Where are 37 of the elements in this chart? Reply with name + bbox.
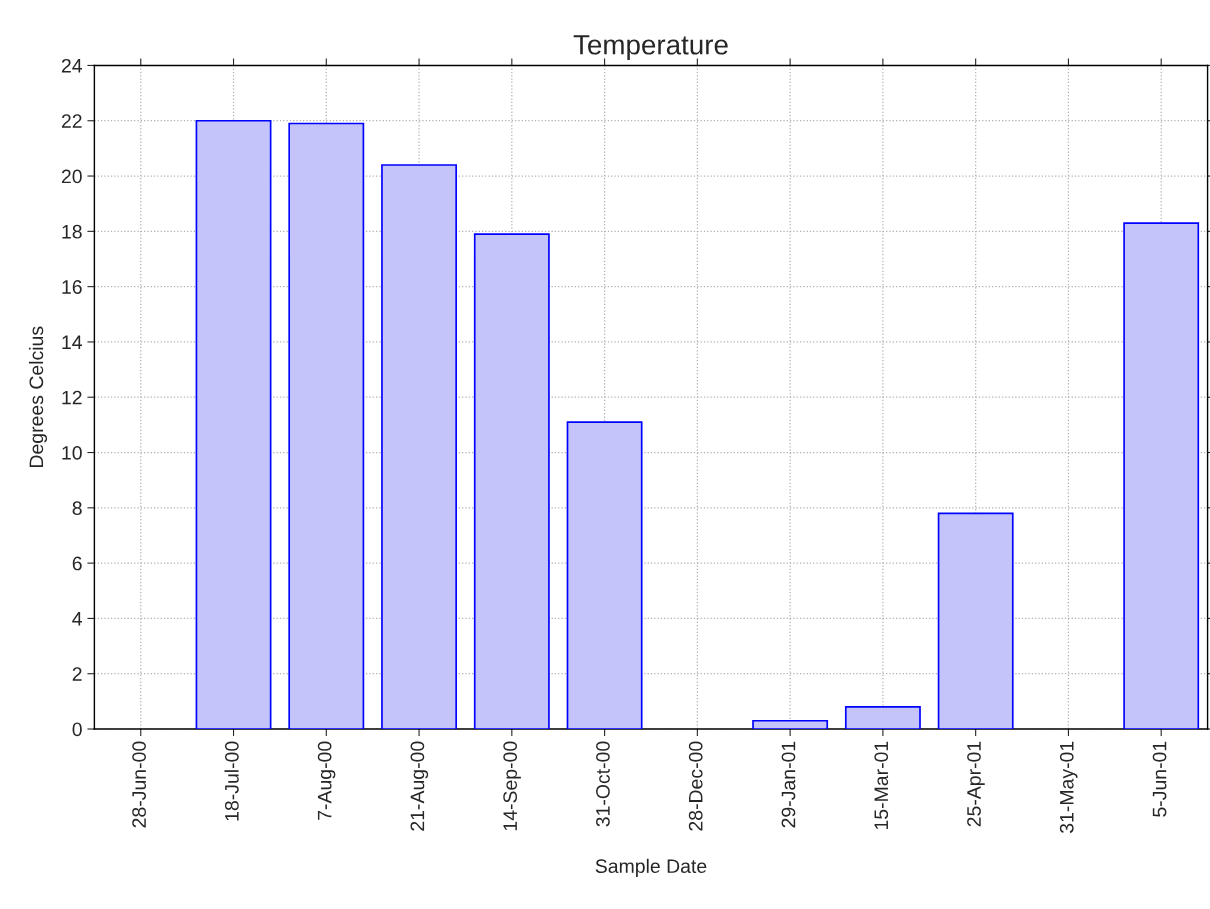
y-tick-label: 16 [62,280,82,294]
y-axis-title: Degrees Celcius [28,326,48,467]
y-tick-label: 8 [72,501,82,516]
x-tick-label: 28-Jun-00 [132,741,146,828]
x-tick-label: 28-Dec-00 [688,741,703,831]
bar [566,421,643,730]
y-tick-label: 20 [61,169,82,184]
y-tick-label: 24 [61,58,83,73]
x-tick-label: 31-May-01 [1059,741,1078,834]
y-tick-label: 22 [61,114,82,128]
y-tick-label: 4 [72,612,83,626]
bar [1123,222,1200,730]
y-tick-label: 18 [62,224,82,239]
bar [937,512,1014,730]
chart-title: Temperature [573,35,728,61]
x-axis-title: Sample Date [595,858,707,877]
bar [381,164,458,730]
x-tick-label: 15-Mar-01 [874,741,889,830]
y-tick-label: 12 [62,390,82,405]
bar [288,122,365,730]
y-tick-label: 14 [62,335,83,349]
y-tick-label: 0 [72,722,82,737]
bar [195,119,272,730]
x-tick-label: 21-Aug-00 [410,741,429,831]
y-tick-label: 2 [72,667,82,681]
bar [752,719,829,730]
x-tick-label: 5-Jun-01 [1152,741,1167,817]
x-tick-label: 29-Jan-01 [781,741,796,828]
bar [473,233,550,730]
x-tick-label: 14-Sep-00 [503,741,521,831]
x-tick-label: 31-Oct-00 [596,741,610,827]
y-tick-label: 10 [62,446,82,460]
x-tick-label: 18-Jul-00 [224,741,239,821]
x-tick-label: 25-Apr-01 [967,741,985,827]
bar [844,706,921,730]
y-tick-label: 6 [72,556,82,571]
x-tick-label: 7-Aug-00 [317,741,336,820]
